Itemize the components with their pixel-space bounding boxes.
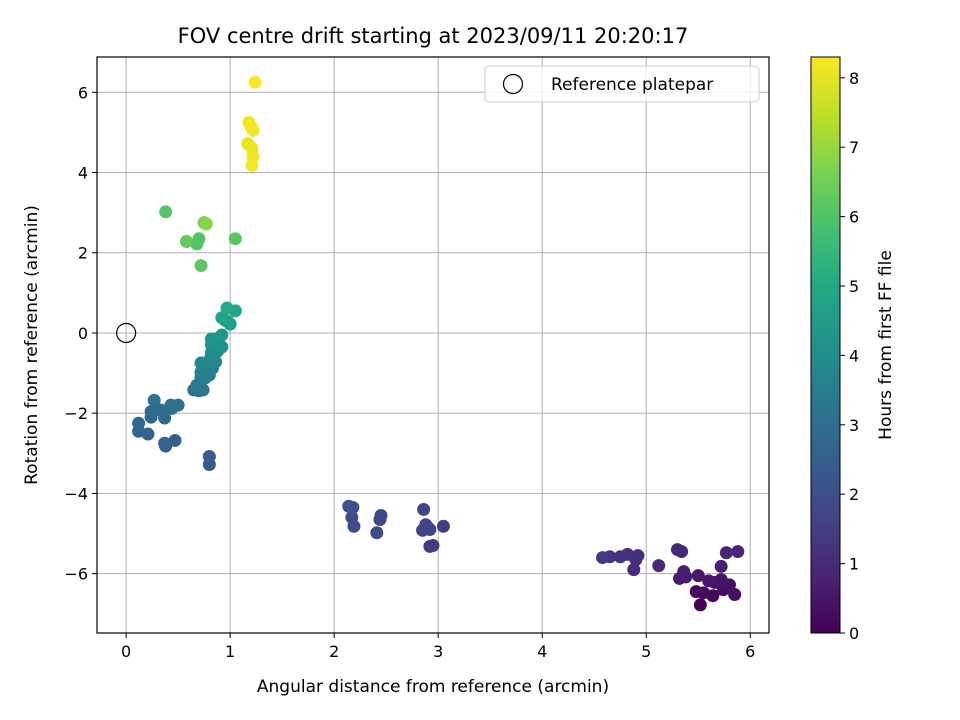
- data-point: [342, 499, 356, 513]
- x-tick-label: 0: [121, 642, 131, 661]
- y-axis-ticks: −6 −4 −2 0 2 4 6: [64, 83, 97, 584]
- data-point: [714, 559, 728, 573]
- data-point: [714, 573, 728, 587]
- colorbar: [810, 56, 841, 634]
- colorbar-tick-label: 8: [849, 69, 859, 88]
- colorbar-tick-label: 0: [849, 624, 859, 643]
- colorbar-tick-label: 2: [849, 485, 859, 504]
- colorbar-tick-label: 6: [849, 208, 859, 227]
- legend-label-reference: Reference platepar: [551, 75, 713, 95]
- y-tick-label: 2: [78, 244, 88, 263]
- data-point: [158, 436, 172, 450]
- colorbar-tick-label: 7: [849, 138, 859, 157]
- data-point: [423, 539, 437, 553]
- colorbar-tick-label: 1: [849, 555, 859, 574]
- colorbar-label: Hours from first FF file: [876, 250, 896, 440]
- x-tick-label: 6: [745, 642, 755, 661]
- data-point: [631, 549, 645, 563]
- reference-platepar-marker: [116, 322, 137, 344]
- data-point: [373, 512, 387, 526]
- chart-title: FOV centre drift starting at 2023/09/11 …: [178, 24, 689, 48]
- scatter-points: [132, 75, 745, 612]
- colorbar-ticks: 0 1 2 3 4 5 6 7 8: [840, 69, 859, 643]
- data-point: [675, 545, 689, 559]
- colorbar-tick-label: 4: [849, 346, 859, 365]
- data-point: [179, 235, 193, 249]
- y-axis-label: Rotation from reference (arcmin): [22, 205, 42, 485]
- data-point: [159, 205, 173, 219]
- data-point: [202, 450, 216, 464]
- data-point: [345, 510, 359, 524]
- data-point: [423, 523, 437, 537]
- data-point: [613, 550, 627, 564]
- colorbar-tick-label: 3: [849, 416, 859, 435]
- data-point: [702, 574, 716, 588]
- x-tick-label: 1: [225, 642, 235, 661]
- plot-frame: [96, 56, 770, 634]
- reference-point: [116, 322, 137, 344]
- data-point: [719, 546, 733, 560]
- data-point: [245, 158, 259, 172]
- data-point: [370, 526, 384, 540]
- data-point: [246, 123, 260, 137]
- x-tick-label: 3: [433, 642, 443, 661]
- data-point: [132, 416, 146, 430]
- data-point: [417, 502, 431, 516]
- data-point: [693, 598, 707, 612]
- data-point: [228, 232, 242, 246]
- data-point: [171, 398, 185, 412]
- data-point: [691, 569, 705, 583]
- data-point: [436, 519, 450, 533]
- data-point: [627, 563, 641, 577]
- x-axis-ticks: 0 1 2 3 4 5 6: [121, 633, 755, 661]
- data-point: [696, 586, 710, 600]
- x-tick-label: 2: [329, 642, 339, 661]
- y-tick-label: 6: [78, 83, 88, 102]
- data-point: [147, 393, 161, 407]
- colorbar-tick-label: 5: [849, 277, 859, 296]
- data-point: [596, 551, 610, 565]
- data-point: [194, 259, 208, 273]
- y-tick-label: 4: [78, 164, 88, 183]
- data-point: [220, 301, 234, 315]
- data-point: [677, 565, 691, 579]
- legend-marker-reference: [502, 73, 524, 95]
- data-point: [248, 75, 262, 89]
- y-tick-label: −2: [64, 404, 88, 423]
- data-point: [215, 311, 229, 325]
- data-point: [153, 403, 167, 417]
- data-point: [728, 587, 742, 601]
- data-point: [215, 328, 229, 342]
- data-point: [168, 433, 182, 447]
- y-tick-label: −4: [64, 484, 88, 503]
- x-tick-label: 5: [641, 642, 651, 661]
- y-tick-label: −6: [64, 565, 88, 584]
- legend-box: [484, 65, 760, 103]
- x-tick-label: 4: [537, 642, 547, 661]
- data-point: [731, 545, 745, 559]
- grid-lines: [97, 57, 769, 633]
- data-point: [652, 559, 666, 573]
- x-axis-label: Angular distance from reference (arcmin): [257, 677, 609, 697]
- legend: Reference platepar: [484, 65, 760, 103]
- y-tick-label: 0: [78, 324, 88, 343]
- data-point: [192, 232, 206, 246]
- data-point: [199, 217, 213, 231]
